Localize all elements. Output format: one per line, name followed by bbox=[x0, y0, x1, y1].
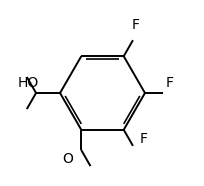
Text: HO: HO bbox=[18, 76, 39, 90]
Text: F: F bbox=[164, 76, 172, 90]
Text: F: F bbox=[139, 132, 147, 146]
Text: O: O bbox=[62, 153, 72, 166]
Text: F: F bbox=[131, 18, 139, 32]
